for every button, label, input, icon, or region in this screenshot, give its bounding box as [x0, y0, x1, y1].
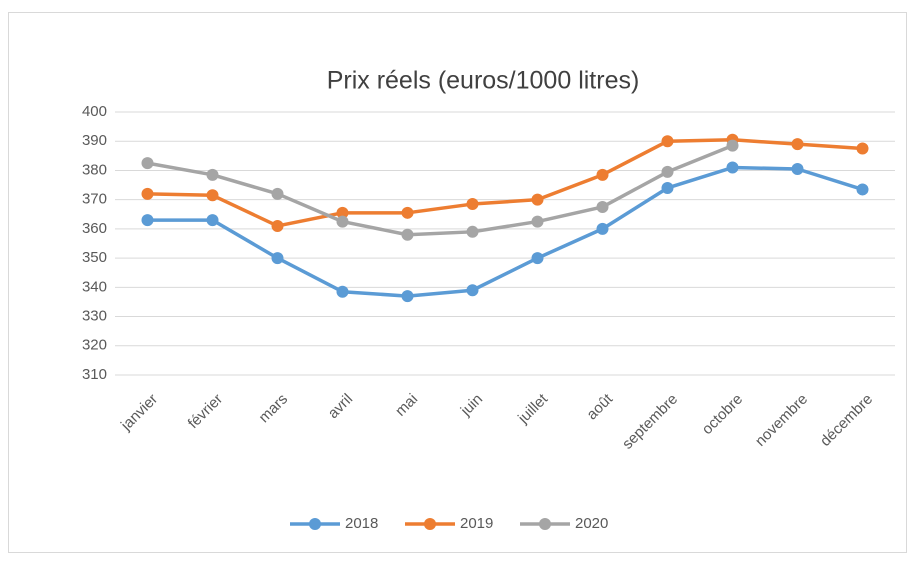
- legend-label: 2020: [575, 515, 608, 532]
- y-tick-label: 350: [82, 249, 107, 266]
- data-point: [401, 228, 414, 241]
- data-point: [466, 198, 479, 211]
- data-point: [661, 135, 674, 148]
- data-point: [271, 187, 284, 200]
- data-point: [206, 168, 219, 181]
- data-point: [791, 162, 804, 175]
- data-point: [596, 222, 609, 235]
- y-tick-label: 380: [82, 161, 107, 178]
- y-tick-label: 330: [82, 308, 107, 325]
- series-line: [147, 165, 864, 298]
- y-tick-label: 390: [82, 132, 107, 149]
- data-point: [726, 161, 739, 174]
- data-point: [401, 290, 414, 303]
- legend-label: 2018: [345, 515, 378, 532]
- data-point: [661, 165, 674, 178]
- data-point: [141, 157, 154, 170]
- data-point: [856, 183, 869, 196]
- data-point: [141, 214, 154, 227]
- data-point: [141, 187, 154, 200]
- data-point: [596, 168, 609, 181]
- data-point: [206, 189, 219, 202]
- y-tick-label: 370: [82, 191, 107, 208]
- series-line: [147, 138, 863, 228]
- data-point: [531, 215, 544, 228]
- data-point: [726, 139, 739, 152]
- data-point: [466, 225, 479, 238]
- y-tick-label: 310: [82, 366, 107, 383]
- data-point: [466, 284, 479, 297]
- y-tick-label: 400: [82, 103, 107, 120]
- data-point: [271, 219, 284, 232]
- data-point: [531, 193, 544, 206]
- data-point: [336, 285, 349, 298]
- series-line: [147, 143, 734, 237]
- data-point: [271, 252, 284, 265]
- chart-title: Prix réels (euros/1000 litres): [327, 67, 640, 95]
- data-point: [336, 206, 349, 219]
- data-point: [791, 138, 804, 151]
- data-point: [336, 215, 349, 228]
- legend-marker: [424, 518, 436, 530]
- legend-label: 2019: [460, 515, 493, 532]
- data-point: [206, 214, 219, 227]
- data-point: [856, 142, 869, 155]
- legend-marker: [539, 518, 551, 530]
- data-point: [596, 200, 609, 213]
- data-point: [661, 181, 674, 194]
- y-tick-label: 320: [82, 337, 107, 354]
- chart-frame: [8, 12, 907, 553]
- y-tick-label: 340: [82, 278, 107, 295]
- y-tick-label: 360: [82, 220, 107, 237]
- data-point: [401, 206, 414, 219]
- data-point: [531, 252, 544, 265]
- legend-marker: [309, 518, 321, 530]
